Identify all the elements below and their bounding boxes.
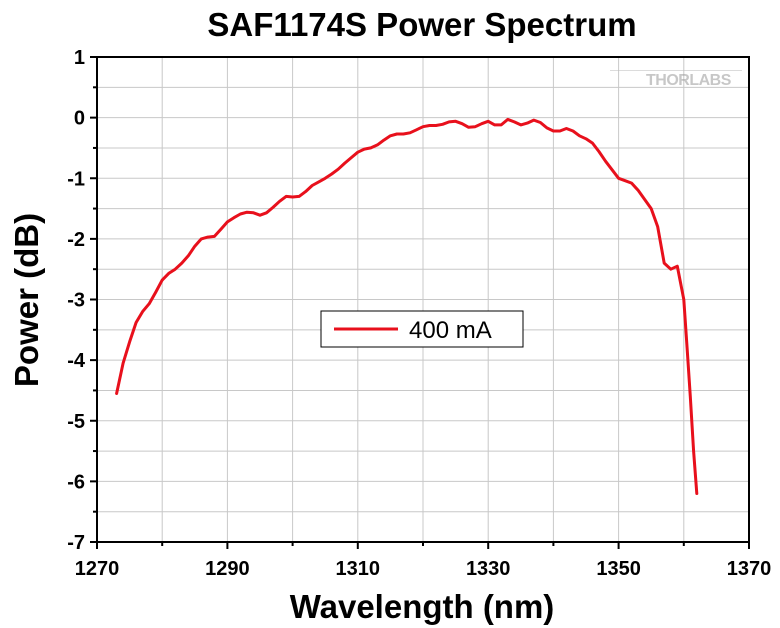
y-tick-label: -5	[67, 411, 85, 433]
thorlabs-logo: THORLABS	[610, 70, 742, 89]
y-tick-label: -1	[67, 168, 85, 190]
x-tick-label: 1310	[336, 558, 381, 580]
x-axis-label: Wavelength (nm)	[290, 588, 555, 625]
x-tick-label: 1350	[596, 558, 641, 580]
y-tick-label: -4	[67, 350, 86, 372]
grid	[97, 57, 749, 542]
legend-label: 400 mA	[409, 317, 492, 344]
legend: 400 mA	[320, 310, 524, 348]
x-tick-label: 1270	[75, 558, 120, 580]
series-line	[115, 117, 699, 495]
y-tick-label: -7	[67, 532, 85, 554]
x-tick-label: 1370	[727, 558, 772, 580]
y-tick-labels: 1 0 -1 -2 -3 -4 -5 -6 -7	[67, 47, 86, 554]
series-layer	[115, 117, 699, 495]
y-tick-label: 1	[74, 47, 85, 69]
y-tick-label: 0	[74, 108, 85, 130]
y-tick-label: -6	[67, 471, 85, 493]
x-tick-labels: 1270 1290 1310 1330 1350 1370	[75, 558, 772, 580]
x-tick-label: 1330	[466, 558, 511, 580]
y-axis-label: Power (dB)	[8, 213, 45, 387]
watermark-text: THORLABS	[646, 72, 732, 89]
ticks	[90, 56, 750, 549]
y-tick-label: -2	[67, 229, 85, 251]
chart-title: SAF1174S Power Spectrum	[207, 6, 636, 43]
x-tick-label: 1290	[205, 558, 250, 580]
y-tick-label: -3	[67, 290, 85, 312]
